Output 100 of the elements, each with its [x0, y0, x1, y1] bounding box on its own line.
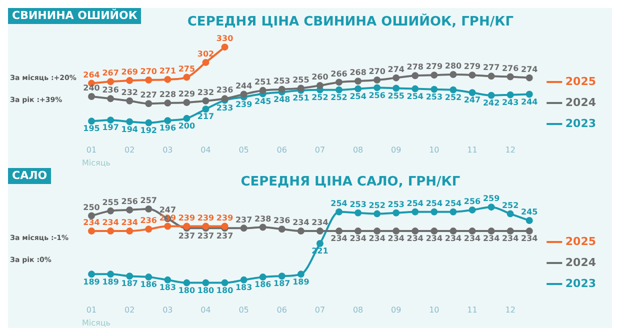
- data-label: 267: [102, 68, 119, 78]
- x-tick-label: 06: [276, 146, 287, 155]
- data-label: 189: [292, 277, 310, 286]
- data-label: 250: [83, 202, 100, 212]
- data-label: 236: [102, 86, 120, 95]
- data-label: 240: [83, 84, 100, 93]
- data-label: 217: [197, 112, 214, 122]
- data-label: 234: [464, 234, 482, 244]
- x-tick-label: 07: [314, 146, 326, 155]
- legend-label: 2023: [565, 276, 596, 290]
- data-label: 234: [102, 218, 120, 228]
- data-label: 269: [121, 68, 138, 77]
- x-tick-label: 11: [467, 306, 478, 315]
- data-label: 330: [216, 34, 234, 44]
- data-label: 255: [292, 75, 310, 84]
- x-tick-label: 10: [429, 306, 440, 315]
- x-tick-label: 07: [314, 306, 326, 315]
- data-label: 232: [197, 88, 214, 97]
- data-label: 252: [312, 92, 328, 102]
- data-label: 247: [159, 206, 176, 215]
- data-label: 251: [292, 94, 310, 103]
- data-label: 187: [274, 279, 290, 288]
- x-axis-title: Місяць: [82, 158, 111, 168]
- data-label: 233: [216, 103, 234, 112]
- data-label: 237: [178, 231, 196, 240]
- data-label: 183: [159, 283, 176, 292]
- data-label: 254: [330, 198, 348, 208]
- data-label: 255: [388, 91, 405, 100]
- data-label: 234: [502, 234, 520, 244]
- data-label: 248: [274, 95, 291, 104]
- data-label: 247: [464, 96, 481, 105]
- data-label: 252: [502, 200, 519, 210]
- data-label: 195: [83, 124, 100, 134]
- legend-label: 2025: [565, 74, 596, 88]
- data-label: 254: [426, 198, 443, 208]
- x-tick-label: 01: [86, 146, 97, 155]
- data-label: 227: [140, 90, 157, 100]
- data-label: 243: [502, 98, 519, 107]
- data-label: 254: [350, 92, 367, 101]
- data-label: 244: [521, 97, 538, 106]
- data-label: 234: [312, 218, 329, 228]
- data-label: 239: [197, 213, 215, 222]
- x-tick-label: 12: [505, 306, 516, 315]
- data-label: 245: [254, 96, 272, 106]
- x-tick-label: 09: [391, 306, 402, 315]
- data-label: 200: [178, 122, 196, 130]
- x-tick-label: 12: [505, 146, 516, 155]
- data-label: 237: [197, 231, 214, 240]
- data-label: 254: [444, 198, 462, 208]
- x-tick-label: 05: [238, 306, 249, 315]
- x-tick-label: 06: [276, 306, 287, 315]
- data-label: 192: [140, 126, 157, 135]
- chart-title: СЕРЕДНЯ ЦІНА СВИНИНА ОШИЙОК, ГРН/КГ: [187, 12, 514, 30]
- data-label: 196: [159, 124, 176, 133]
- data-label: 239: [216, 213, 234, 222]
- data-label: 234: [426, 234, 443, 244]
- data-label: 256: [368, 90, 386, 100]
- data-label: 302: [197, 50, 214, 59]
- data-label: 274: [388, 64, 405, 74]
- data-label: 234: [482, 234, 500, 244]
- data-label: 228: [159, 90, 176, 100]
- data-label: 234: [368, 234, 386, 244]
- data-label: 266: [330, 69, 348, 78]
- chart-subtitle: САЛО: [8, 168, 52, 184]
- data-label: 245: [521, 208, 538, 217]
- legend-label: 2024: [565, 96, 596, 109]
- legend-label: 2024: [565, 256, 596, 269]
- data-label: 234: [121, 218, 138, 228]
- x-tick-label: 02: [124, 146, 135, 155]
- data-label: 256: [121, 197, 138, 206]
- data-label: 252: [444, 92, 462, 102]
- data-label: 234: [292, 218, 310, 228]
- data-label: 229: [178, 90, 196, 99]
- data-label: 180: [216, 286, 234, 295]
- data-label: 186: [140, 280, 158, 290]
- data-label: 234: [330, 234, 348, 244]
- chart-subtitle: СВИНИНА ОШИЙОК: [8, 8, 142, 24]
- x-tick-label: 04: [200, 146, 211, 155]
- data-label: 234: [83, 218, 100, 228]
- x-tick-label: 02: [124, 306, 135, 315]
- data-label: 237: [216, 231, 234, 240]
- data-label: 270: [140, 67, 158, 76]
- data-label: 253: [388, 200, 404, 209]
- data-label: 252: [330, 92, 348, 102]
- data-label: 189: [83, 277, 100, 286]
- data-label: 239: [235, 100, 253, 110]
- data-label: 280: [444, 62, 462, 71]
- data-label: 236: [140, 216, 158, 226]
- data-label: 275: [178, 64, 196, 74]
- data-label: 238: [254, 214, 272, 224]
- x-tick-label: 03: [162, 146, 173, 155]
- data-label: 255: [102, 198, 120, 207]
- data-label: 277: [482, 63, 500, 72]
- data-label: 260: [312, 72, 329, 82]
- data-label: 234: [444, 234, 462, 244]
- data-label: 180: [197, 286, 215, 295]
- data-label: 253: [274, 76, 290, 86]
- data-label: 271: [159, 66, 176, 76]
- legend-label: 2023: [565, 116, 596, 130]
- x-tick-label: 08: [352, 306, 364, 315]
